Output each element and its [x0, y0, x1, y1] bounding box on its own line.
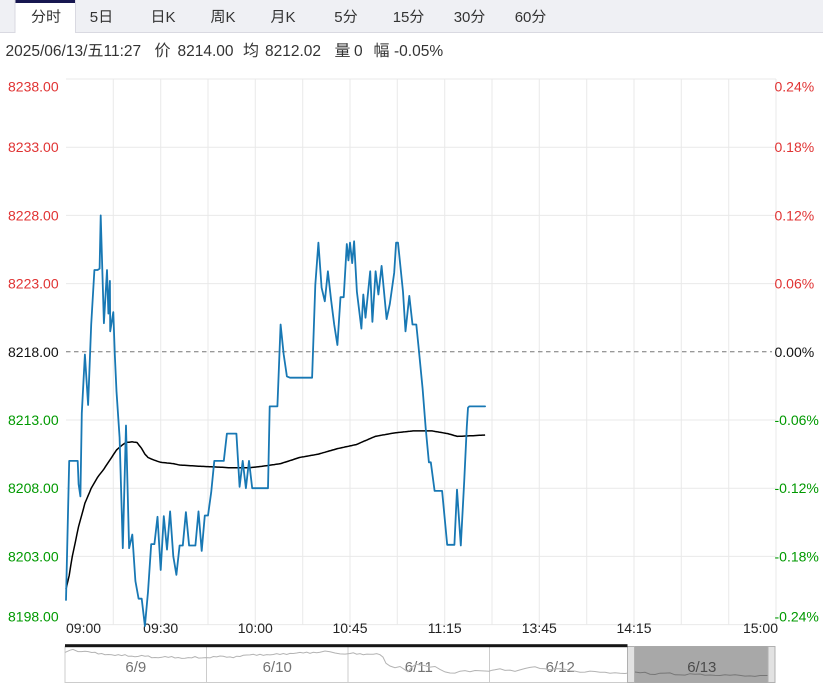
- svg-text:-0.18%: -0.18%: [775, 548, 819, 564]
- svg-text:8203.00: 8203.00: [8, 548, 59, 564]
- svg-text:K: K: [226, 9, 236, 26]
- svg-text:0.06%: 0.06%: [775, 276, 815, 292]
- svg-text:6/9: 6/9: [125, 659, 146, 676]
- svg-text:8213.00: 8213.00: [8, 412, 59, 428]
- svg-text:15: 15: [393, 9, 410, 26]
- svg-text:5: 5: [90, 9, 98, 26]
- svg-text:8228.00: 8228.00: [8, 207, 59, 223]
- svg-text:K: K: [166, 9, 176, 26]
- svg-text:8208.00: 8208.00: [8, 480, 59, 496]
- svg-text:6/12: 6/12: [546, 659, 575, 676]
- svg-text:-0.06%: -0.06%: [775, 412, 819, 428]
- svg-text:10:45: 10:45: [332, 620, 367, 636]
- svg-text:6/13: 6/13: [687, 659, 716, 676]
- svg-text:14:15: 14:15: [616, 620, 651, 636]
- svg-text:09:30: 09:30: [143, 620, 178, 636]
- svg-text:6/10: 6/10: [263, 659, 292, 676]
- svg-text:30: 30: [454, 9, 471, 26]
- svg-text:-0.05%: -0.05%: [394, 43, 443, 60]
- svg-text:8233.00: 8233.00: [8, 139, 59, 155]
- svg-text:10:00: 10:00: [238, 620, 273, 636]
- svg-text:0.24%: 0.24%: [775, 79, 815, 95]
- svg-text:0.00%: 0.00%: [775, 344, 815, 360]
- svg-text:11:15: 11:15: [428, 620, 462, 636]
- svg-text:60: 60: [515, 9, 532, 26]
- svg-text:5: 5: [334, 9, 342, 26]
- svg-text:K: K: [286, 9, 296, 26]
- svg-text:8212.02: 8212.02: [265, 43, 321, 60]
- svg-text:8214.00: 8214.00: [178, 43, 234, 60]
- svg-text:2025/06/13/: 2025/06/13/: [6, 43, 89, 60]
- svg-text:6/11: 6/11: [405, 659, 433, 676]
- svg-text:0.18%: 0.18%: [775, 139, 815, 155]
- svg-text:0: 0: [354, 43, 363, 60]
- svg-text:8223.00: 8223.00: [8, 276, 59, 292]
- svg-text:09:00: 09:00: [66, 620, 101, 636]
- svg-text:13:45: 13:45: [522, 620, 557, 636]
- svg-text:11:27: 11:27: [104, 43, 142, 60]
- svg-text:-0.24%: -0.24%: [775, 609, 819, 625]
- svg-text:8218.00: 8218.00: [8, 344, 59, 360]
- svg-text:-0.12%: -0.12%: [775, 480, 819, 496]
- svg-text:15:00: 15:00: [743, 620, 778, 636]
- svg-text:8238.00: 8238.00: [8, 79, 59, 95]
- svg-text:0.12%: 0.12%: [775, 207, 815, 223]
- svg-text:8198.00: 8198.00: [8, 609, 59, 625]
